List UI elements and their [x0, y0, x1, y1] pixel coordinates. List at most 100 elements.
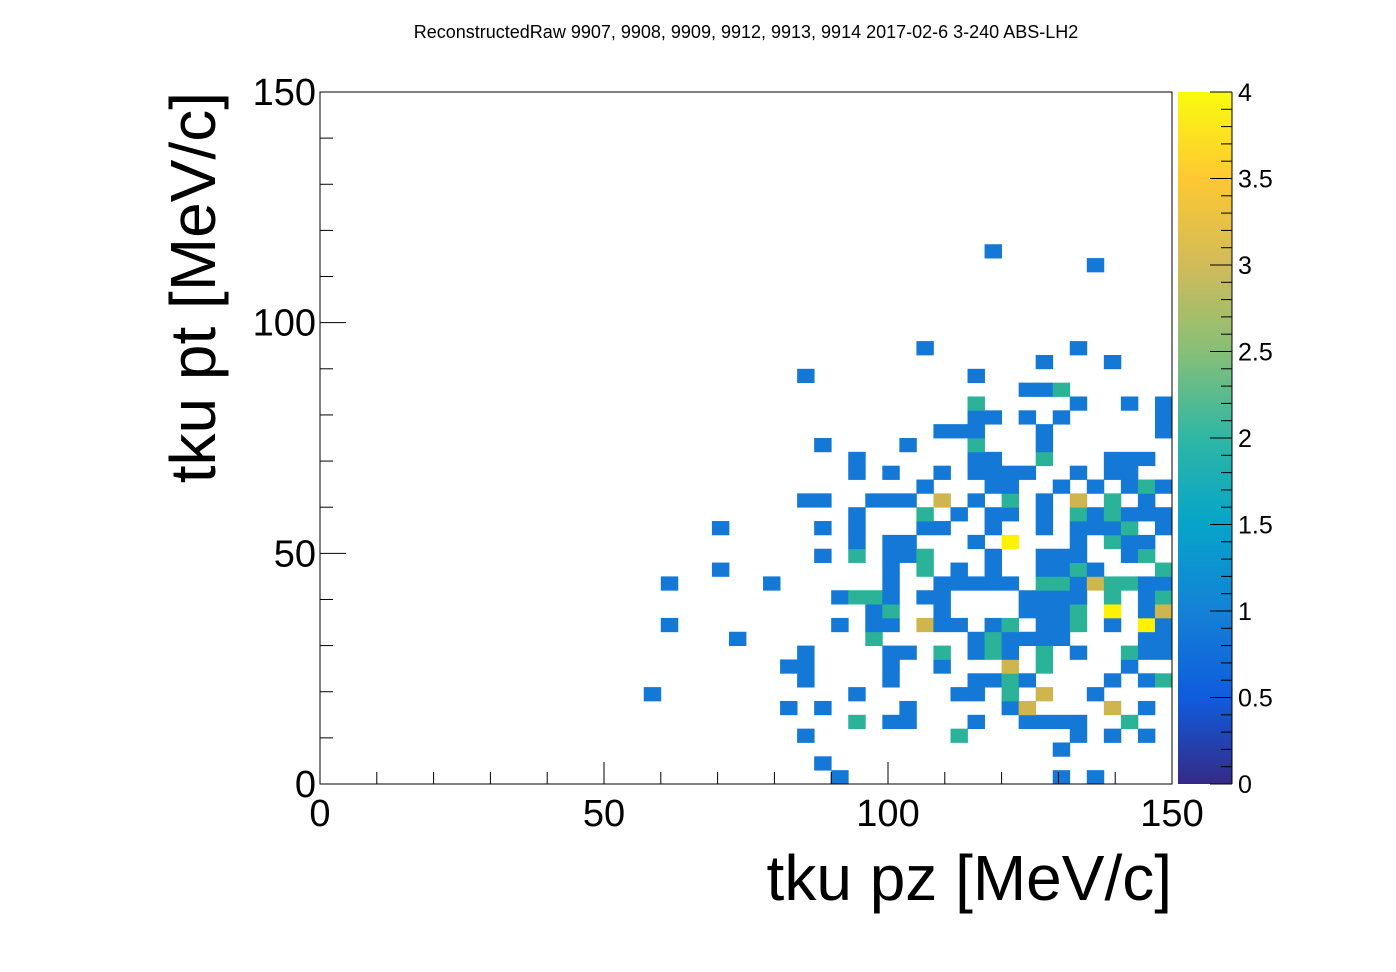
heatmap-cell: [797, 368, 815, 384]
heatmap-cell: [1069, 645, 1088, 660]
heatmap-cell: [984, 645, 1002, 660]
heatmap-cell: [967, 673, 985, 688]
heatmap-cell: [1018, 604, 1037, 619]
heatmap-cell: [1069, 576, 1088, 591]
heatmap-cell: [711, 521, 730, 536]
heatmap-cell: [1069, 562, 1088, 577]
colorbar-tick-label: 0: [1238, 771, 1252, 799]
heatmap-cell: [1035, 382, 1054, 397]
heatmap-cell: [1120, 534, 1139, 550]
heatmap-cell: [882, 576, 900, 591]
heatmap-cell: [916, 617, 934, 633]
heatmap-cell: [882, 562, 900, 577]
heatmap-cell: [1018, 590, 1037, 605]
heatmap-cell: [967, 576, 985, 591]
heatmap-cell: [967, 396, 985, 411]
heatmap-cell: [967, 424, 985, 439]
heatmap-cell: [1120, 479, 1139, 494]
heatmap-cell: [967, 368, 985, 384]
heatmap-cell: [1120, 576, 1139, 591]
heatmap-cell: [1137, 645, 1156, 660]
heatmap-cell: [1052, 410, 1071, 425]
heatmap-cell: [831, 770, 849, 785]
heatmap-cell: [814, 700, 832, 716]
x-tick-label: 0: [309, 793, 330, 835]
heatmap-cell: [1069, 590, 1088, 605]
heatmap-cell: [1035, 659, 1054, 674]
colorbar-tick-label: 2: [1238, 425, 1252, 453]
heatmap-cell: [1069, 604, 1088, 619]
heatmap-cell: [831, 590, 849, 605]
heatmap-cell: [848, 521, 866, 536]
heatmap-cell: [950, 617, 968, 633]
heatmap-cell: [950, 562, 968, 577]
heatmap-cell: [933, 590, 951, 605]
heatmap-cell: [1120, 396, 1139, 411]
heatmap-cell: [1052, 562, 1071, 577]
heatmap-cell: [1069, 534, 1088, 550]
heatmap-cell: [984, 617, 1002, 633]
heatmap-cell: [780, 659, 798, 674]
heatmap-cell: [848, 714, 866, 730]
heatmap-cell: [1120, 714, 1139, 730]
heatmap-cell: [1154, 410, 1173, 425]
heatmap-cell: [984, 451, 1002, 467]
heatmap-cell: [967, 714, 985, 730]
heatmap-cell: [984, 410, 1002, 425]
heatmap-cell: [1001, 673, 1020, 688]
heatmap-cell: [1103, 451, 1122, 467]
heatmap-cell: [1137, 673, 1156, 688]
heatmap-cell: [1069, 465, 1088, 480]
heatmap-cell: [1035, 645, 1054, 660]
heatmap-cell: [1035, 631, 1054, 646]
heatmap-cell: [967, 493, 985, 508]
heatmap-cell: [899, 645, 917, 660]
heatmap-cell: [950, 687, 968, 702]
heatmap-cell: [916, 562, 934, 577]
heatmap-cell: [882, 617, 900, 633]
heatmap-cell: [967, 631, 985, 646]
heatmap-cell: [882, 659, 900, 674]
heatmap-cell: [1154, 631, 1173, 646]
heatmap-cell: [933, 604, 951, 619]
heatmap-cell: [814, 548, 832, 563]
heatmap-cell: [1069, 617, 1088, 633]
heatmap-cell: [899, 548, 917, 563]
heatmap-cell: [1035, 424, 1054, 439]
heatmap-cell: [1035, 576, 1054, 591]
heatmap-cell: [1018, 700, 1037, 716]
x-tick-label: 100: [856, 793, 919, 835]
heatmap-cell: [1154, 507, 1173, 522]
heatmap-cell: [1001, 631, 1020, 646]
heatmap-cell: [814, 438, 832, 453]
heatmap-cell: [967, 687, 985, 702]
heatmap-cell: [950, 576, 968, 591]
heatmap-cell: [967, 438, 985, 453]
heatmap-cell: [1052, 604, 1071, 619]
heatmap-cell: [1103, 673, 1122, 688]
heatmap-cell: [848, 548, 866, 563]
heatmap-cell: [1154, 576, 1173, 591]
heatmap-cell: [797, 659, 815, 674]
heatmap-cell: [933, 576, 951, 591]
heatmap-cell: [865, 590, 883, 605]
heatmap-cell: [1035, 617, 1054, 633]
heatmap-cell: [1069, 507, 1088, 522]
heatmap-cell: [967, 465, 985, 480]
heatmap-cell: [933, 521, 951, 536]
heatmap-cell: [797, 645, 815, 660]
heatmap-cell: [660, 617, 679, 633]
heatmap-cell: [643, 687, 662, 702]
heatmap-cell: [1035, 451, 1054, 467]
heatmap-cell: [1052, 382, 1071, 397]
heatmap-cell: [984, 576, 1002, 591]
heatmap-cell: [1069, 341, 1088, 356]
heatmap-cell: [1154, 424, 1173, 439]
heatmap-cell: [1086, 770, 1105, 785]
heatmap-cell: [1103, 521, 1122, 536]
heatmap-cell: [1137, 728, 1156, 743]
heatmap-cell: [1018, 714, 1037, 730]
heatmap-cell: [984, 562, 1002, 577]
colorbar-tick-label: 3.5: [1238, 166, 1273, 194]
heatmap-cell: [1103, 728, 1122, 743]
